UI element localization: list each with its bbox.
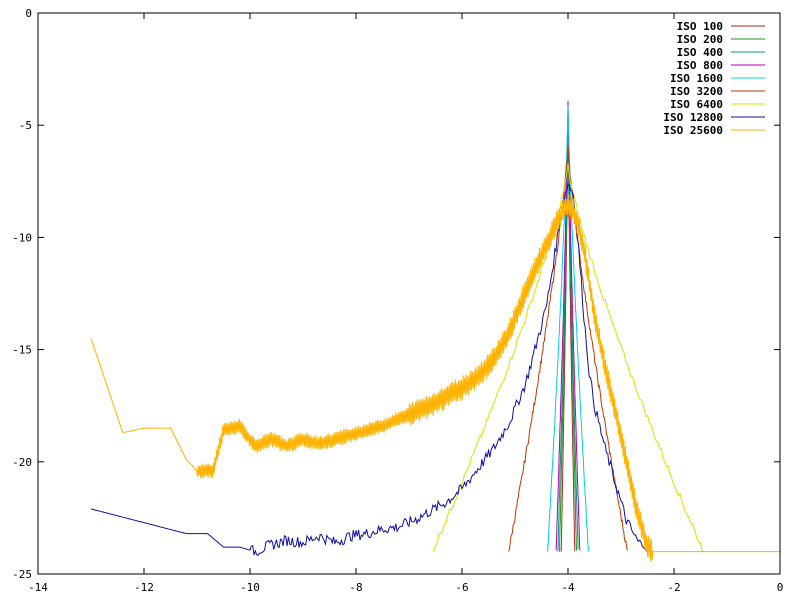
legend-label: ISO 3200 <box>670 85 723 98</box>
legend-label: ISO 6400 <box>670 98 723 111</box>
legend-label: ISO 1600 <box>670 72 723 85</box>
series-line-iso-25600 <box>90 194 780 562</box>
x-tick-label: -4 <box>561 581 575 594</box>
y-tick-label: -10 <box>12 231 32 244</box>
series-line-iso-800 <box>555 100 581 551</box>
y-tick-label: 0 <box>25 7 32 20</box>
x-tick-label: -8 <box>349 581 362 594</box>
y-tick-label: -20 <box>12 456 32 469</box>
series-line-iso-3200 <box>508 143 628 552</box>
legend-label: ISO 800 <box>677 59 723 72</box>
axis-ticks: -14 -12 -10 -8 -6 -4 -2 00-5-10-15-20-25 <box>12 7 783 594</box>
x-tick-label: -14 <box>28 581 48 594</box>
series-line-iso-12800 <box>90 182 648 557</box>
series-layer <box>90 100 780 562</box>
y-tick-label: -15 <box>12 344 32 357</box>
legend-label: ISO 400 <box>677 46 723 59</box>
x-tick-label: -2 <box>667 581 680 594</box>
series-line-iso-6400 <box>432 162 704 553</box>
x-tick-label: -10 <box>240 581 260 594</box>
x-tick-label: -12 <box>134 581 154 594</box>
plot-frame <box>37 12 781 575</box>
y-tick-label: -5 <box>19 119 32 132</box>
y-tick-label: -25 <box>12 568 32 581</box>
x-tick-label: -6 <box>455 581 468 594</box>
legend-label: ISO 25600 <box>663 124 723 137</box>
legend-label: ISO 200 <box>677 33 723 46</box>
x-tick-label: 0 <box>777 581 784 594</box>
series-line-iso-1600 <box>547 106 589 552</box>
legend-label: ISO 100 <box>677 20 723 33</box>
legend-label: ISO 12800 <box>663 111 723 124</box>
